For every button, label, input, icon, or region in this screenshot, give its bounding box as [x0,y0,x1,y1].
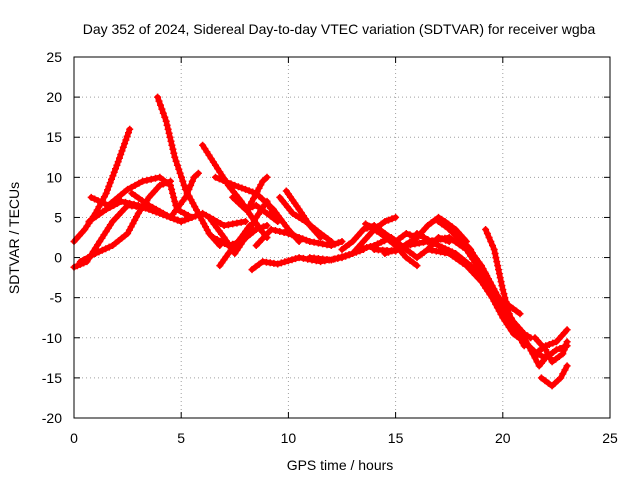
x-tick-label: 10 [281,430,297,446]
series-markers [482,226,528,350]
x-tick-label: 0 [70,430,78,446]
series-arc-22 [362,220,421,270]
y-tick-label: -15 [42,370,62,386]
y-axis-label: SDTVAR / TECUs [6,182,22,294]
series-markers [520,334,550,370]
series-markers [229,193,282,225]
y-tick-label: -10 [42,330,62,346]
series-group [70,93,571,390]
series-arc-34 [520,334,550,370]
series-markers [252,226,346,249]
series-markers [87,173,196,221]
y-tick-label: -5 [50,290,63,306]
series-arc-18 [282,187,325,241]
series-arc-19 [306,213,400,264]
x-tick-label: 5 [177,430,185,446]
y-tick-label: 15 [46,129,62,145]
series-arc-5 [87,173,196,221]
series-arc-15 [252,226,346,249]
series-line [538,363,570,389]
x-tick-label: 20 [495,430,511,446]
series-line [339,222,420,253]
y-tick-label: 10 [46,169,62,185]
series-line [521,335,549,369]
series-arc-3 [76,177,174,266]
series-arc-29 [482,226,528,350]
y-tick-label: 25 [46,49,62,65]
y-tick-label: -20 [42,410,62,426]
x-axis-label: GPS time / hours [287,457,394,473]
series-markers [216,222,254,270]
series-markers [154,93,224,249]
axis-ticks: 0 5 10 15 20 25 -20 -15 -10 -5 0 5 10 15 20 25 [42,49,618,446]
y-tick-label: 0 [54,250,62,266]
series-arc-14 [246,173,271,209]
series-markers [537,362,571,390]
y-tick-label: 20 [46,89,62,105]
series-arc-33 [537,362,571,390]
series-arc-13 [229,193,282,225]
series-markers [246,173,271,209]
series-arc-12 [216,222,254,270]
chart-title: Day 352 of 2024, Sidereal Day-to-day VTE… [83,21,596,37]
plot-frame [73,56,611,419]
y-tick-label: 5 [54,209,62,225]
x-tick-label: 25 [602,430,618,446]
x-tick-label: 15 [388,430,404,446]
series-markers [282,187,325,241]
series-arc-7 [154,93,224,249]
series-markers [362,220,421,270]
